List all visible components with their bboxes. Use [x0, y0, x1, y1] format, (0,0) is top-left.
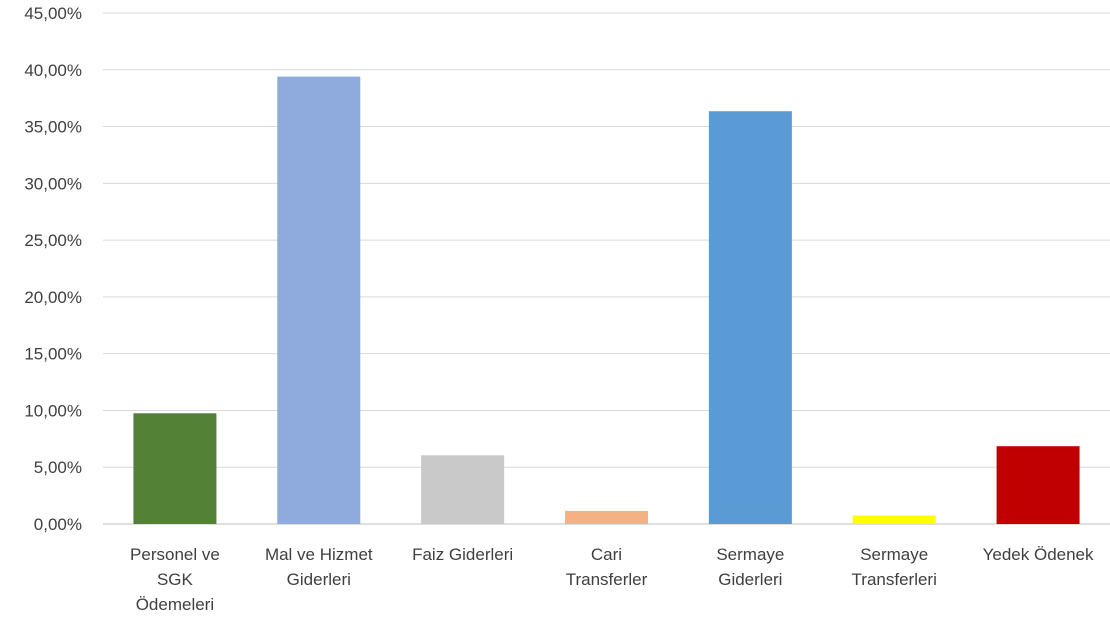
x-tick-label: Sermaye	[716, 545, 784, 564]
y-tick-label: 0,00%	[34, 515, 82, 534]
bar	[565, 510, 648, 524]
bar	[421, 455, 505, 524]
bar	[277, 76, 361, 524]
y-tick-label: 45,00%	[24, 4, 82, 23]
y-axis-tick-labels: 0,00% 5,00% 10,00% 15,00% 20,00% 25,00% 30,00%…	[24, 4, 82, 534]
y-tick-label: 15,00%	[24, 345, 82, 364]
y-tick-label: 25,00%	[24, 231, 82, 250]
x-tick-label: Mal ve Hizmet	[265, 545, 373, 564]
x-tick-label: Transferler	[566, 570, 648, 589]
bars	[133, 76, 1080, 524]
x-tick-label: Faiz Giderleri	[412, 545, 513, 564]
x-tick-label: SGK	[157, 570, 194, 589]
x-tick-label: Giderleri	[718, 570, 782, 589]
x-tick-label: Yedek Ödenek	[983, 545, 1094, 564]
y-tick-label: 10,00%	[24, 401, 82, 420]
y-tick-label: 5,00%	[34, 458, 82, 477]
x-tick-label: Ödemeleri	[136, 595, 214, 614]
x-tick-label: Personel ve	[130, 545, 220, 564]
y-tick-label: 40,00%	[24, 61, 82, 80]
x-tick-label: Cari	[591, 545, 622, 564]
x-tick-label: Transferleri	[852, 570, 937, 589]
y-tick-label: 20,00%	[24, 288, 82, 307]
y-tick-label: 35,00%	[24, 118, 82, 137]
x-tick-label: Giderleri	[287, 570, 351, 589]
gridlines	[103, 12, 1110, 525]
bar	[996, 446, 1080, 524]
bar	[133, 413, 217, 524]
y-tick-label: 30,00%	[24, 174, 82, 193]
bar	[708, 111, 792, 524]
x-tick-label: Sermaye	[860, 545, 928, 564]
x-axis-tick-labels: Personel ve SGK Ödemeleri Mal ve Hizmet Gide…	[130, 545, 1094, 614]
bar	[852, 515, 936, 524]
